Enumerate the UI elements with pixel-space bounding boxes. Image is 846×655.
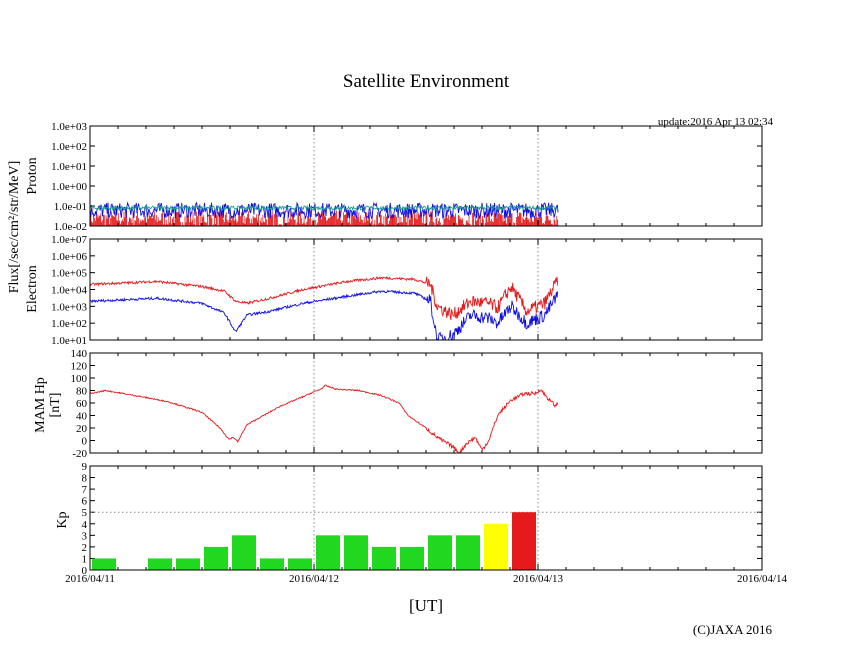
kp-index-ytick-label: 1	[82, 553, 88, 565]
panel-frame-2	[89, 238, 763, 341]
proton-ytick-label: 1.0e+02	[51, 141, 87, 153]
proton-axis-label: Proton	[25, 157, 40, 194]
flux-axis-label: Flux[/sec/cm²/str/MeV]	[7, 161, 22, 294]
panel-frame-3	[89, 352, 763, 454]
kp-bar	[512, 512, 536, 570]
proton-series-group	[90, 201, 559, 226]
chart-title: Satellite Environment	[343, 71, 510, 92]
magnetic-field-ytick-label: 100	[71, 373, 88, 385]
kp-index-ytick-label: 6	[82, 496, 88, 508]
electron-series-low-flux	[90, 289, 559, 340]
magnetic-field-ytick-label: 80	[76, 386, 88, 398]
kp-index-ytick-label: 7	[82, 484, 88, 496]
magnetic-field-ytick-label: 20	[76, 423, 88, 435]
panel-frame-4	[89, 465, 763, 571]
mam-hp-axis-label: MAM Hp	[33, 377, 48, 433]
electron-series-high-flux	[90, 276, 559, 321]
magnetic-field-series-Hp	[90, 384, 559, 453]
kp-index-ytick-label: 4	[82, 519, 88, 531]
electron-ytick-label: 1.0e+06	[51, 251, 87, 263]
kp-bar	[232, 535, 256, 570]
magnetic-field-ytick-label: 120	[71, 361, 88, 373]
electron-ytick-label: 1.0e+02	[51, 318, 87, 330]
kp-index-ytick-label: 0	[82, 565, 88, 577]
kp-index-ytick-label: 5	[82, 507, 88, 519]
kp-bar	[204, 546, 228, 570]
electron-ytick-label: 1.0e+04	[51, 285, 87, 297]
electron-ytick-label: 1.0e+01	[51, 335, 87, 347]
kp-bar	[176, 558, 200, 570]
kp-bar	[316, 535, 340, 570]
electron-ytick-label: 1.0e+03	[51, 301, 87, 313]
magnetic-field-ytick-label: -20	[72, 448, 87, 460]
kp-index-ytick-label: 2	[82, 542, 88, 554]
kp-bar	[484, 523, 508, 570]
magnetic-field-ytick-label: 40	[76, 411, 88, 423]
magnetic-field-ytick-label: 60	[76, 398, 88, 410]
x-axis-label: [UT]	[409, 596, 443, 615]
electron-ytick-label: 1.0e+05	[51, 268, 87, 280]
proton-series-channel-3	[90, 210, 559, 226]
kp-bar	[428, 535, 452, 570]
kp-index-ytick-label: 9	[82, 461, 88, 473]
proton-ytick-label: 1.0e+03	[51, 121, 87, 133]
x-tick-label: 2016/04/13	[513, 573, 564, 585]
x-tick-label: 2016/04/12	[289, 573, 339, 585]
magnetic-field-ytick-label: 140	[71, 348, 88, 360]
kp-bar	[288, 558, 312, 570]
update-timestamp: update:2016 Apr 13 02:34	[658, 116, 774, 128]
kp-bar	[372, 546, 396, 570]
kp-bar	[260, 558, 284, 570]
kp-index-ytick-label: 8	[82, 473, 88, 485]
kp-bar	[400, 546, 424, 570]
electron-axis-label: Electron	[25, 265, 40, 312]
proton-series-channel-2	[90, 204, 559, 212]
kp-index-ytick-label: 3	[82, 530, 88, 542]
electron-series-group	[90, 276, 559, 340]
x-tick-label: 2016/04/14	[737, 573, 788, 585]
mam-hp-unit-label: [nT]	[48, 393, 63, 418]
magnetic-field-series-group	[90, 384, 559, 453]
copyright: (C)JAXA 2016	[693, 622, 773, 637]
kp-bar	[456, 535, 480, 570]
proton-ytick-label: 1.0e+00	[51, 181, 87, 193]
panel-frame-1	[89, 125, 763, 227]
kp-bar	[92, 558, 116, 570]
x-tick-label: 2016/04/11	[65, 573, 115, 585]
kp-bar	[148, 558, 172, 570]
electron-ytick-label: 1.0e+07	[51, 234, 87, 246]
proton-series-channel-1	[90, 201, 559, 220]
kp-bar	[344, 535, 368, 570]
proton-ytick-label: 1.0e+01	[51, 161, 87, 173]
kp-axis-label: Kp	[55, 511, 70, 528]
magnetic-field-ytick-label: 0	[82, 436, 88, 448]
proton-ytick-label: 1.0e-02	[54, 221, 87, 233]
proton-ytick-label: 1.0e-01	[54, 201, 87, 213]
